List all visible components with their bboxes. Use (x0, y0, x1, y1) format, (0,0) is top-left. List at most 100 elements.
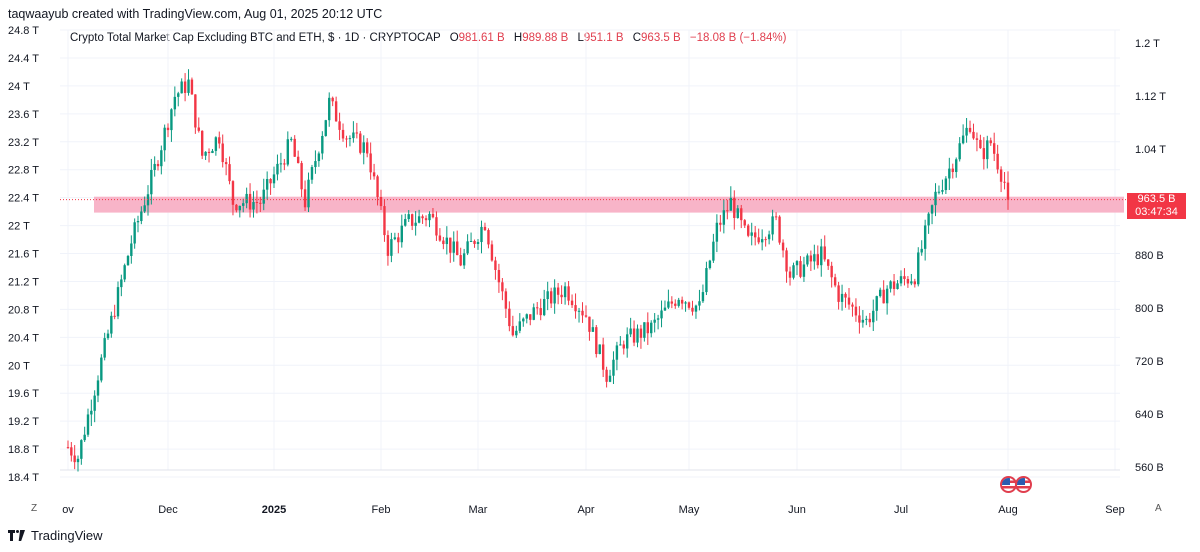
candle-body (410, 214, 414, 226)
candle-body (269, 179, 272, 184)
candle-body (140, 211, 143, 222)
low-value: 951.1 B (583, 32, 624, 44)
candle-body (920, 248, 923, 253)
candle-body (456, 241, 459, 256)
right-axis-tick-label: 560 B (1135, 462, 1164, 474)
candle-body (827, 259, 830, 266)
candle-body (847, 297, 851, 305)
left-axis-tick-label: 20.8 T (8, 304, 39, 316)
candle-body (404, 219, 407, 226)
candle-body (276, 163, 279, 175)
left-axis-tick-label: 22.4 T (8, 193, 39, 205)
candle-body (334, 101, 338, 122)
left-axis-tick-label: 19.6 T (8, 388, 39, 400)
candle-body (262, 189, 265, 204)
candle-body (795, 261, 799, 266)
candle-body (975, 138, 979, 140)
candle-body (816, 254, 819, 266)
candle-body (660, 310, 663, 319)
candle-body (868, 318, 871, 323)
candle-body (830, 265, 833, 278)
candle-body (729, 197, 733, 211)
x-axis-tick-label: Jul (894, 504, 908, 516)
candle-body (480, 226, 483, 243)
symbol-title[interactable]: Crypto Total Market Cap Excluding BTC an… (70, 32, 441, 44)
candle-body (996, 153, 999, 170)
candle-body (487, 230, 490, 245)
candle-body (833, 277, 837, 286)
tradingview-logo-icon (8, 530, 25, 541)
candle-body (307, 179, 310, 208)
high-label: H (513, 32, 523, 44)
candle-body (183, 81, 187, 93)
x-axis-tick-label: Aug (998, 504, 1018, 516)
left-axis-tick-label: 24 T (8, 81, 30, 93)
candle-body (736, 208, 739, 218)
candle-body (442, 240, 445, 245)
candle-body (771, 216, 774, 235)
x-axis-tick-label: Dec (158, 504, 178, 516)
candle-body (522, 318, 525, 322)
candle-body (923, 225, 927, 249)
candle-body (951, 168, 954, 173)
candle-body (110, 315, 113, 334)
candle-body (774, 216, 778, 218)
us-flag-icon[interactable] (1015, 476, 1032, 493)
candle-body (740, 208, 743, 221)
candle-body (636, 328, 639, 343)
tradingview-brand[interactable]: TradingView (31, 528, 103, 543)
candle-body (123, 265, 126, 280)
candle-body (300, 163, 303, 190)
candle-body (224, 162, 228, 165)
candle-body (961, 135, 965, 144)
candle-body (180, 81, 183, 94)
candle-body (372, 172, 376, 177)
candle-body (90, 410, 93, 415)
candle-body (854, 306, 858, 316)
candle-body (476, 242, 480, 244)
left-axis-tick-label: 23.6 T (8, 109, 39, 121)
candle-body (965, 127, 968, 136)
candle-body (584, 315, 588, 317)
candle-body (86, 414, 90, 435)
candle-body (560, 294, 563, 298)
candle-body (629, 328, 632, 335)
candle-body (120, 279, 123, 288)
auto-scale-right-button[interactable]: A (1155, 503, 1162, 514)
auto-scale-left-button[interactable]: Z (31, 503, 38, 514)
candle-body (591, 327, 595, 332)
tradingview-footer: TradingView (8, 528, 103, 543)
candle-body (1003, 181, 1006, 183)
candle-body (1006, 182, 1010, 200)
candle-body (764, 239, 767, 241)
right-axis-tick-label: 1.12 T (1135, 91, 1166, 103)
candle-body (885, 288, 889, 304)
candle-body (612, 359, 615, 376)
candle-body (563, 286, 567, 298)
x-axis-tick-label: Sep (1105, 504, 1125, 516)
candle-body (899, 276, 903, 284)
candle-body (76, 458, 80, 463)
chart-creator-text: taqwaayub created with TradingView.com, … (8, 7, 383, 21)
candle-body (968, 127, 972, 132)
candle-body (823, 246, 826, 260)
candle-body (414, 222, 417, 226)
candle-body (574, 305, 577, 312)
candle-body (106, 333, 110, 339)
candle-body (255, 202, 259, 204)
candle-body (359, 133, 362, 153)
candle-body (80, 440, 83, 459)
candle-body (691, 307, 694, 312)
candle-body (435, 217, 438, 236)
last-price-value: 963.5 B (1137, 193, 1176, 205)
candle-body (986, 140, 989, 160)
candle-body (160, 150, 163, 167)
candle-body (677, 299, 680, 306)
candle-body (601, 344, 605, 370)
candle-body (788, 271, 792, 278)
candle-body (204, 151, 207, 156)
right-axis-tick-label: 720 B (1135, 356, 1164, 368)
candle-body (314, 161, 317, 168)
candle-body (989, 140, 992, 144)
